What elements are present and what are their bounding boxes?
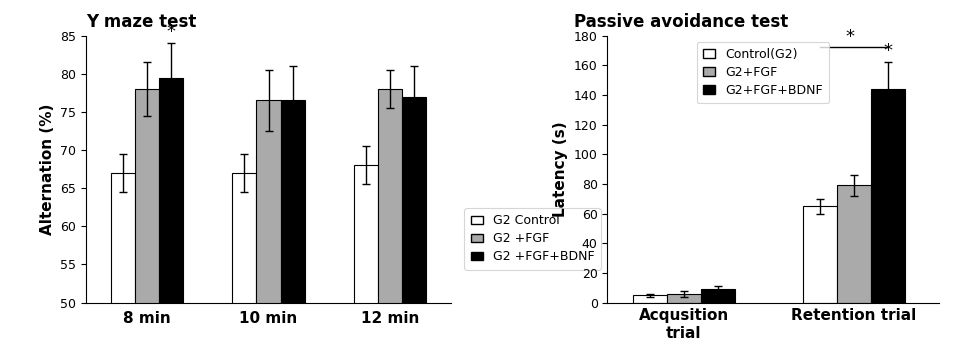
Bar — [701, 289, 735, 303]
Bar — [232, 173, 257, 356]
Bar — [159, 78, 183, 356]
Text: *: * — [167, 23, 175, 41]
Bar — [803, 206, 837, 303]
Bar — [110, 173, 135, 356]
Legend: G2 Control, G2 +FGF, G2 +FGF+BDNF: G2 Control, G2 +FGF, G2 +FGF+BDNF — [465, 208, 601, 269]
Bar — [135, 89, 159, 356]
Legend: Control(G2), G2+FGF, G2+FGF+BDNF: Control(G2), G2+FGF, G2+FGF+BDNF — [696, 42, 829, 103]
Text: *: * — [883, 42, 892, 60]
Bar — [281, 100, 305, 356]
Bar — [354, 165, 377, 356]
Text: Y maze test: Y maze test — [86, 13, 196, 31]
Text: Passive avoidance test: Passive avoidance test — [574, 13, 788, 31]
Bar — [837, 185, 871, 303]
Bar — [871, 89, 905, 303]
Bar — [377, 89, 402, 356]
Bar — [633, 295, 667, 303]
Y-axis label: Alternation (%): Alternation (%) — [40, 103, 55, 235]
Y-axis label: Latency (s): Latency (s) — [554, 121, 568, 217]
Bar — [667, 294, 701, 303]
Bar — [257, 100, 281, 356]
Text: *: * — [846, 28, 855, 46]
Bar — [402, 96, 426, 356]
